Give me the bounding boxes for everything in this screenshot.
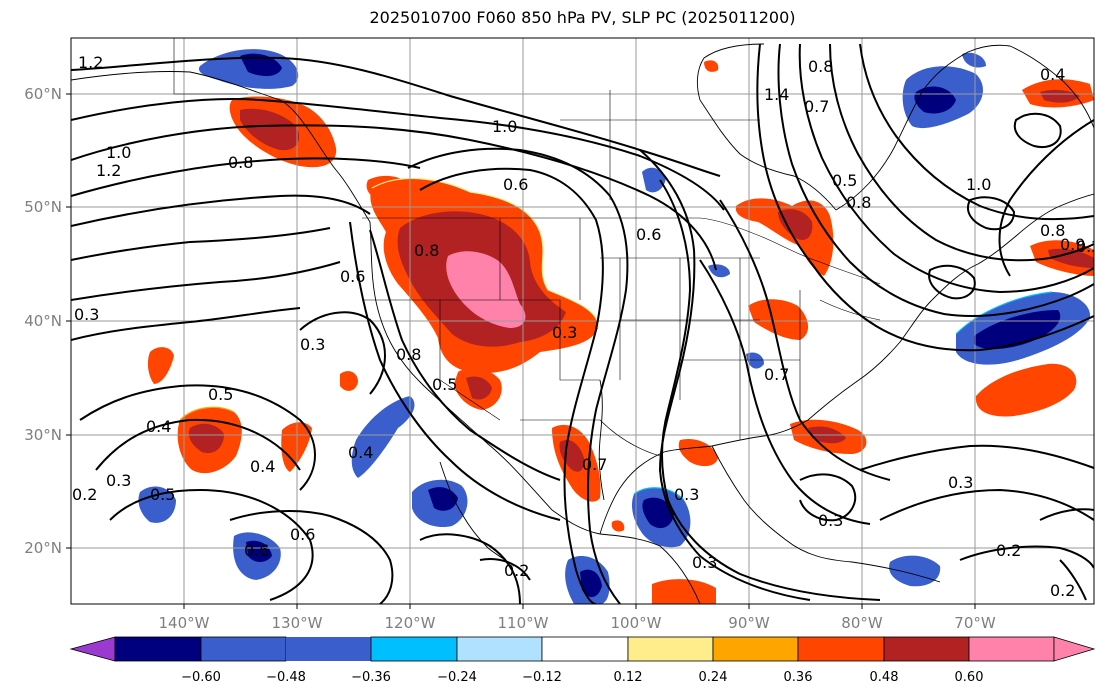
- colorbar-tick-label: −0.24: [437, 670, 477, 685]
- colorbar-tick-label: 0.12: [614, 670, 643, 685]
- slp-contours: [71, 43, 1094, 604]
- colorbar-tick-label: 0.60: [955, 670, 984, 685]
- contour-label: 0.2: [996, 541, 1021, 560]
- contour-label: 0.5: [432, 375, 457, 394]
- contour-label: 0.5: [150, 485, 175, 504]
- contour-label: 0.3: [552, 323, 577, 342]
- contour-label: 0.5: [208, 385, 233, 404]
- contour-label: 0.8: [396, 345, 421, 364]
- map-area: 1.2 1.0 1.2 0.8 1.0 0.6 0.8 0.3 0.3 0.6 …: [71, 38, 1101, 604]
- contour-label: 0.6: [340, 267, 365, 286]
- political-borders: [173, 38, 881, 457]
- colorbar-bin: [883, 636, 970, 662]
- colorbar-bin: [968, 636, 1055, 662]
- lon-label-120w: 120°W: [385, 614, 436, 632]
- colorbar-bin: [370, 636, 458, 662]
- pv-blob-atlantic: [975, 363, 1077, 417]
- colorbar: [69, 636, 1096, 662]
- contour-label: 1.2: [96, 161, 121, 180]
- pv-positive-anomalies: [147, 60, 1094, 604]
- colorbar-bin: [456, 636, 543, 662]
- colorbar-extend-low: [69, 636, 116, 662]
- contour-label: 0.4: [1040, 65, 1065, 84]
- contour-label: 0.3: [106, 471, 131, 490]
- colorbar-bin: [200, 636, 287, 662]
- lon-label-140w: 140°W: [159, 614, 210, 632]
- contour-label: 1.2: [78, 53, 103, 72]
- colorbar-tick-label: −0.36: [351, 670, 391, 685]
- colorbar-bin: [627, 636, 714, 662]
- lat-label-50n: 50°N: [24, 198, 62, 216]
- coastlines: [71, 43, 1094, 604]
- colorbar-bin: [286, 637, 371, 661]
- map-gridlines: [71, 38, 1094, 604]
- latitude-labels: 60°N 50°N 40°N 30°N 20°N: [24, 85, 62, 557]
- contour-label: 0.4: [146, 417, 171, 436]
- lat-label-30n: 30°N: [24, 426, 62, 444]
- lat-label-60n: 60°N: [24, 85, 62, 103]
- colorbar-bin: [114, 636, 202, 662]
- axis-ticks: [66, 93, 976, 609]
- contour-label: 0.8: [1040, 221, 1065, 240]
- contour-label: 0.3: [948, 473, 973, 492]
- contour-label: 0.2: [72, 485, 97, 504]
- colorbar-bin: [712, 636, 799, 662]
- colorbar-tick-label: 0.36: [784, 670, 813, 685]
- contour-label: 0.8: [846, 193, 871, 212]
- contour-label: 0.7: [764, 365, 789, 384]
- contour-label: 0.3: [818, 511, 843, 530]
- contour-label: 0.3: [74, 305, 99, 324]
- lon-label-100w: 100°W: [611, 614, 662, 632]
- contour-label: 0.5: [832, 171, 857, 190]
- contour-label: 0.2: [504, 561, 529, 580]
- contour-label: 0.9: [1060, 235, 1085, 254]
- colorbar-tick-label: −0.48: [266, 670, 306, 685]
- contour-label: 0.6: [290, 525, 315, 544]
- lon-label-70w: 70°W: [954, 614, 996, 632]
- lat-label-40n: 40°N: [24, 312, 62, 330]
- contour-label: 0.3: [692, 553, 717, 572]
- colorbar-bin: [797, 636, 885, 662]
- colorbar-tick-label: −0.12: [522, 670, 562, 685]
- colorbar-bin: [541, 636, 629, 662]
- contour-label: 0.2: [1076, 237, 1101, 256]
- colorbar-tick-labels: −0.60 −0.48 −0.36 −0.24 −0.12 0.12 0.24 …: [181, 670, 983, 685]
- contour-labels: 1.2 1.0 1.2 0.8 1.0 0.6 0.8 0.3 0.3 0.6 …: [72, 53, 1101, 600]
- pv-negative-anomalies: [138, 49, 1091, 604]
- lat-label-20n: 20°N: [24, 539, 62, 557]
- lon-label-130w: 130°W: [272, 614, 323, 632]
- contour-label: 0.7: [804, 97, 829, 116]
- contour-label: 0.7: [582, 455, 607, 474]
- contour-label: 0.8: [808, 57, 833, 76]
- contour-label: 1.0: [966, 175, 991, 194]
- longitude-labels: 140°W 130°W 120°W 110°W 100°W 90°W 80°W …: [159, 614, 996, 632]
- contour-label: 0.4: [250, 457, 275, 476]
- colorbar-tick-label: −0.60: [181, 670, 221, 685]
- lon-label-80w: 80°W: [841, 614, 883, 632]
- colorbar-extend-high: [1053, 636, 1096, 662]
- map-title: 2025010700 F060 850 hPa PV, SLP PC (2025…: [369, 8, 796, 27]
- pv-blob-baja: [351, 396, 415, 478]
- contour-label: 0.8: [414, 241, 439, 260]
- colorbar-tick-label: 0.48: [870, 670, 899, 685]
- lon-label-90w: 90°W: [728, 614, 770, 632]
- contour-label: 1.0: [106, 143, 131, 162]
- colorbar-tick-label: 0.24: [699, 670, 728, 685]
- contour-label: 0.4: [348, 443, 373, 462]
- pv-blob-mississippi: [678, 438, 718, 467]
- contour-label: 0.3: [674, 485, 699, 504]
- lon-label-110w: 110°W: [498, 614, 549, 632]
- contour-label: 1.4: [764, 85, 789, 104]
- contour-label: 0.6: [636, 225, 661, 244]
- contour-label: 0.2: [1050, 581, 1075, 600]
- contour-label: 0.3: [300, 335, 325, 354]
- contour-label: 1.0: [492, 117, 517, 136]
- contour-label: 0.8: [228, 153, 253, 172]
- contour-label: 0.6: [244, 541, 269, 560]
- contour-label: 0.6: [503, 175, 528, 194]
